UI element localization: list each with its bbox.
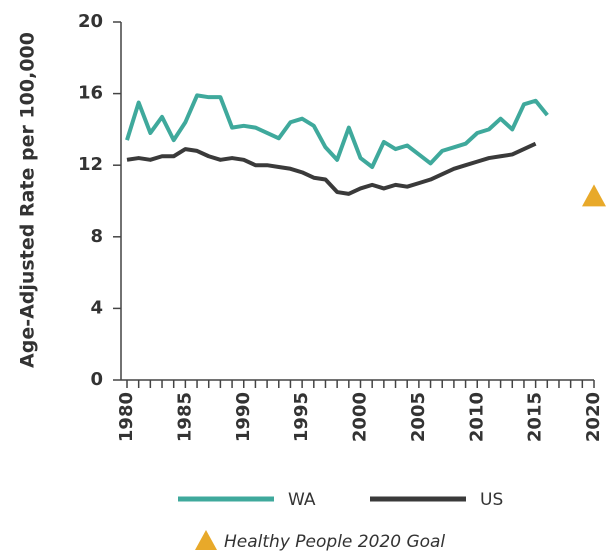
y-tick-label: 0 — [90, 369, 103, 390]
series-line — [126, 141, 537, 196]
legend-label: US — [480, 490, 503, 510]
x-tick-label: 1990 — [233, 392, 254, 442]
y-axis-title: Age-Adjusted Rate per 100,000 — [17, 32, 39, 368]
y-tick-label: 4 — [90, 297, 103, 318]
legend-label: WA — [288, 490, 316, 510]
legend-goal-marker — [195, 530, 217, 550]
x-tick-label: 2015 — [525, 392, 546, 442]
y-tick-label: 12 — [78, 154, 103, 175]
y-tick-label: 20 — [78, 11, 103, 32]
goal-marker — [582, 184, 606, 207]
y-tick-label: 16 — [78, 83, 103, 104]
x-tick-label: 2020 — [583, 392, 604, 442]
x-tick-label: 2005 — [408, 392, 429, 442]
x-tick-label: 2010 — [466, 392, 487, 442]
series-line — [125, 93, 549, 169]
x-tick-label: 1985 — [174, 392, 195, 442]
x-tick-label: 1995 — [291, 392, 312, 442]
legend-goal-label: Healthy People 2020 Goal — [224, 532, 445, 552]
y-tick-label: 8 — [90, 226, 103, 247]
x-tick-label: 1980 — [116, 392, 137, 442]
x-tick-label: 2000 — [350, 392, 371, 442]
